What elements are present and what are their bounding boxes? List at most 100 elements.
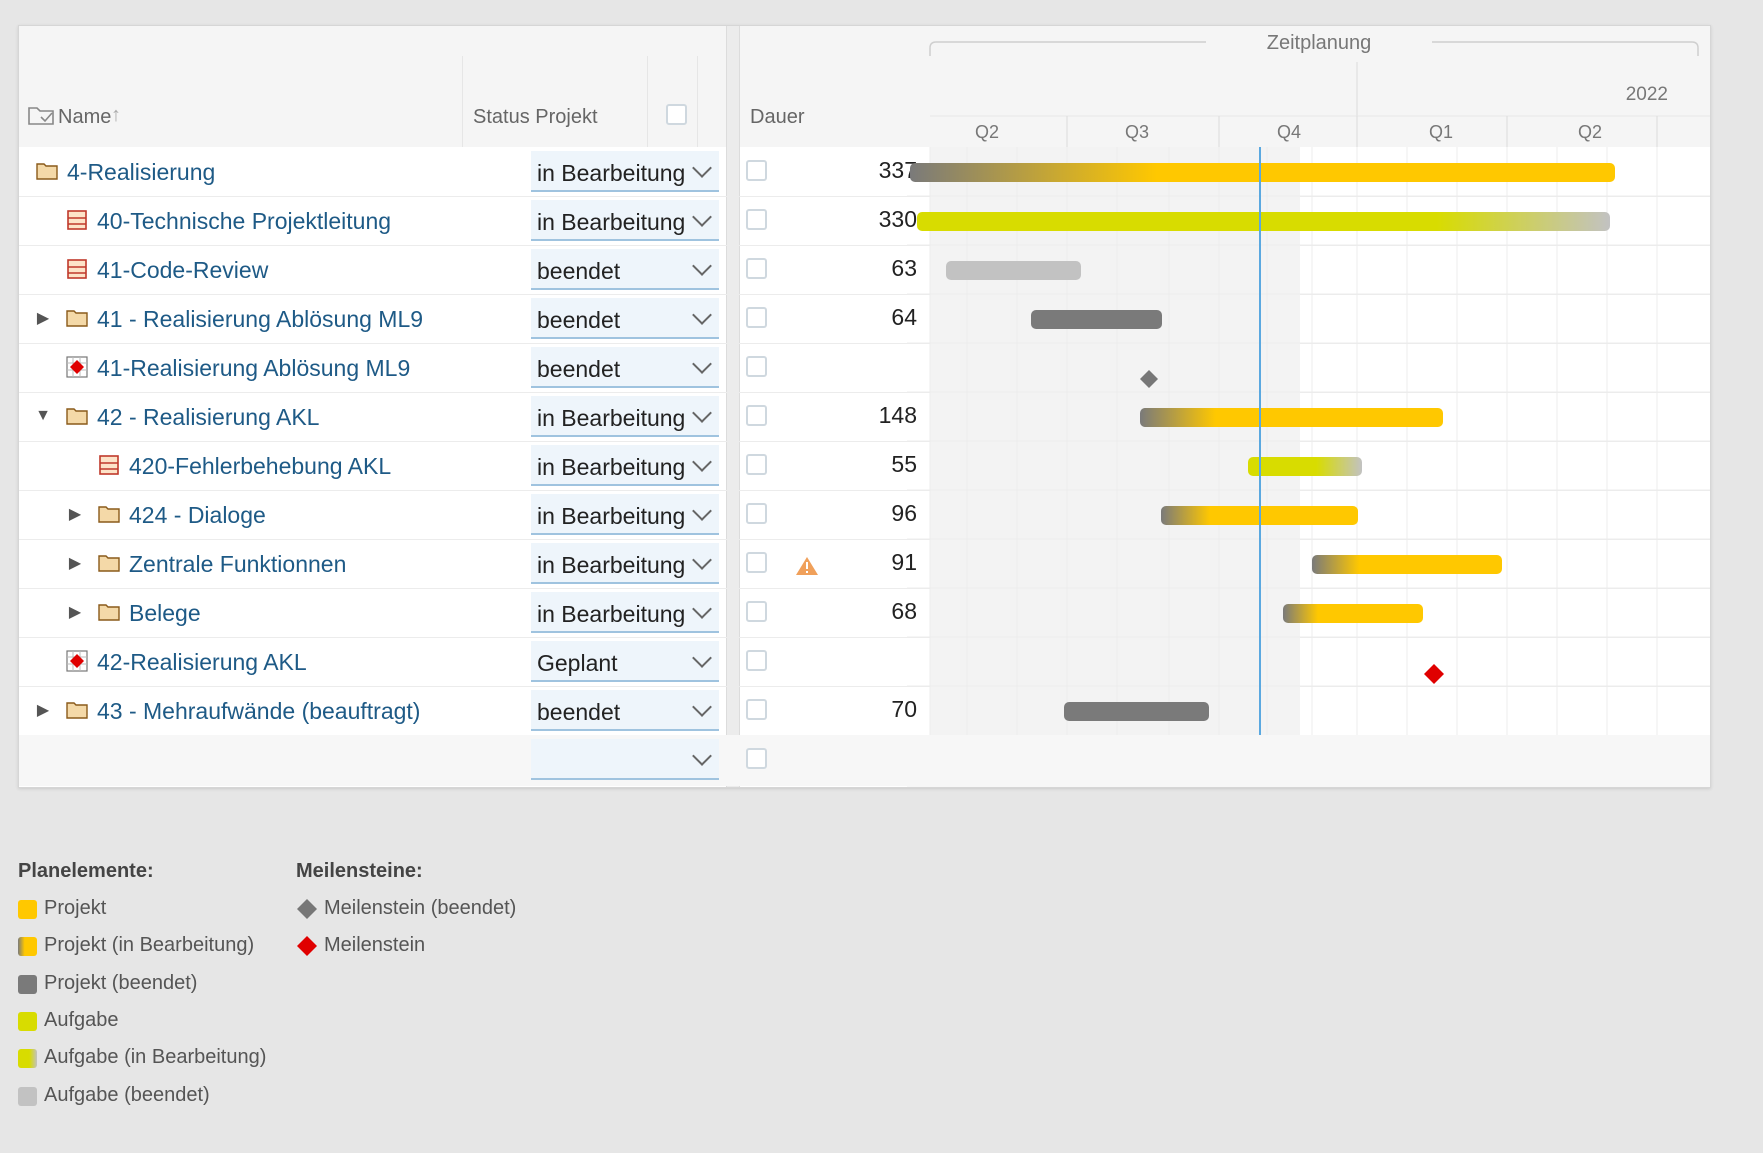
legend-item: Projekt	[44, 897, 107, 919]
row-name-link[interactable]: 42-Realisierung AKL	[97, 649, 307, 675]
row-checkbox[interactable]	[746, 307, 767, 328]
gantt-bar-43-mehraufwaende	[1064, 702, 1209, 721]
row-name-link[interactable]: 43 - Mehraufwände (beauftragt)	[97, 698, 421, 724]
row-name-link[interactable]: 41 - Realisierung Ablösung ML9	[97, 306, 424, 332]
status-dropdown[interactable]: in Bearbeitung	[531, 592, 719, 633]
status-dropdown[interactable]: in Bearbeitung	[531, 396, 719, 437]
row-name-link[interactable]: 424 - Dialoge	[129, 502, 266, 528]
table-row[interactable]: 420-Fehlerbehebung AKL in Bearbeitung 55	[19, 441, 1710, 491]
row-name-link[interactable]: 41-Realisierung Ablösung ML9	[97, 355, 411, 381]
row-name-link[interactable]: Belege	[129, 600, 201, 626]
gantt-bar-zentrale-funktionnen	[1312, 555, 1502, 574]
table-row[interactable]: ▶ Zentrale Funktionnen in Bearbeitung 91	[19, 539, 1710, 589]
timeline-bracket-right	[1432, 41, 1699, 56]
task-icon	[99, 455, 119, 475]
row-name-link[interactable]: 41-Code-Review	[97, 257, 269, 283]
project-folder-icon	[98, 604, 120, 621]
status-dropdown[interactable]: beendet	[531, 298, 719, 339]
table-row[interactable]: 40-Technische Projektleitung in Bearbeit…	[19, 196, 1710, 246]
collapse-arrow-icon[interactable]: ▼	[35, 407, 51, 424]
column-header-duration[interactable]: Dauer	[750, 106, 805, 128]
row-checkbox[interactable]	[746, 258, 767, 279]
expand-arrow-icon[interactable]: ▶	[36, 702, 50, 719]
milestone-marker	[1424, 664, 1444, 684]
status-dropdown[interactable]: in Bearbeitung	[531, 151, 719, 192]
table-row[interactable]: 42-Realisierung AKL Geplant	[19, 637, 1710, 687]
status-dropdown[interactable]: beendet	[531, 690, 719, 731]
row-checkbox[interactable]	[746, 748, 767, 769]
status-dropdown[interactable]: in Bearbeitung	[531, 494, 719, 535]
duration-value: 68	[891, 598, 917, 624]
status-dropdown[interactable]: beendet	[531, 249, 719, 290]
grid-splitter[interactable]	[726, 26, 740, 787]
chevron-down-icon	[692, 746, 712, 766]
table-row[interactable]: 4-Realisierung in Bearbeitung 337	[19, 147, 1710, 197]
timeline-bracket-left	[929, 41, 1206, 56]
table-row[interactable]: ▶ 424 - Dialoge in Bearbeitung 96	[19, 490, 1710, 540]
header-divider	[647, 56, 648, 147]
sort-asc-icon[interactable]: ↑	[111, 104, 121, 126]
gantt-bar-4-realisierung	[910, 163, 1615, 182]
task-icon	[67, 259, 87, 279]
table-row[interactable]: ▼ 42 - Realisierung AKL in Bearbeitung 1…	[19, 392, 1710, 442]
warning-icon[interactable]	[795, 556, 819, 576]
gantt-bar-41-realisierung-abloesung	[1031, 310, 1162, 329]
select-all-checkbox[interactable]	[666, 104, 687, 125]
row-checkbox[interactable]	[746, 503, 767, 524]
quarter-label: Q3	[1125, 122, 1149, 142]
duration-value: 148	[878, 402, 917, 428]
chevron-down-icon	[692, 403, 712, 423]
row-checkbox[interactable]	[746, 160, 767, 181]
expand-arrow-icon[interactable]: ▶	[68, 555, 82, 572]
row-name-link[interactable]: 420-Fehlerbehebung AKL	[129, 453, 392, 479]
gantt-bar-40-technische-projektleitung	[917, 212, 1610, 231]
legend-item: Meilenstein (beendet)	[324, 897, 517, 919]
status-dropdown[interactable]: beendet	[531, 347, 719, 388]
row-name-link[interactable]: Zentrale Funktionnen	[129, 551, 347, 577]
duration-value: 96	[891, 500, 917, 526]
row-checkbox[interactable]	[746, 209, 767, 230]
status-dropdown[interactable]	[531, 739, 719, 780]
row-checkbox[interactable]	[746, 552, 767, 573]
row-checkbox[interactable]	[746, 454, 767, 475]
row-name-link[interactable]: 4-Realisierung	[67, 159, 216, 185]
column-header-name[interactable]: Name	[58, 106, 112, 128]
legend-item: Aufgabe (beendet)	[44, 1084, 210, 1106]
legend-item: Projekt (in Bearbeitung)	[44, 934, 255, 956]
table-row[interactable]: ▶ 43 - Mehraufwände (beauftragt) beendet…	[19, 686, 1710, 736]
expand-arrow-icon[interactable]: ▶	[36, 310, 50, 327]
header-divider	[697, 56, 698, 147]
row-checkbox[interactable]	[746, 356, 767, 377]
table-row[interactable]: ▶ 41 - Realisierung Ablösung ML9 beendet…	[19, 294, 1710, 344]
status-dropdown[interactable]: in Bearbeitung	[531, 543, 719, 584]
table-row[interactable]: ▶ Belege in Bearbeitung 68	[19, 588, 1710, 638]
status-dropdown[interactable]: in Bearbeitung	[531, 445, 719, 486]
row-checkbox[interactable]	[746, 699, 767, 720]
expand-arrow-icon[interactable]: ▶	[68, 604, 82, 621]
chevron-down-icon	[692, 207, 712, 227]
status-dropdown[interactable]: in Bearbeitung	[531, 200, 719, 241]
table-row[interactable]: 41-Realisierung Ablösung ML9 beendet	[19, 343, 1710, 393]
gantt-bar-420-fehlerbehebung	[1248, 457, 1362, 476]
row-checkbox[interactable]	[746, 405, 767, 426]
row-checkbox[interactable]	[746, 650, 767, 671]
row-checkbox[interactable]	[746, 601, 767, 622]
duration-value: 63	[891, 255, 917, 281]
gantt-bar-belege	[1283, 604, 1423, 623]
row-name-link[interactable]: 40-Technische Projektleitung	[97, 208, 392, 234]
legend-swatch-project-in-progress	[18, 937, 37, 956]
legend-swatch-project-done	[18, 975, 37, 994]
duration-value	[831, 343, 917, 392]
folder-filter-icon[interactable]	[27, 104, 55, 126]
chevron-down-icon	[692, 697, 712, 717]
project-folder-icon	[66, 702, 88, 719]
timeline-header-bg	[907, 26, 1710, 147]
column-header-status[interactable]: Status Projekt	[473, 106, 598, 128]
chevron-down-icon	[692, 354, 712, 374]
table-row[interactable]: 41-Code-Review beendet 63	[19, 245, 1710, 295]
legend-milestone-done-icon	[297, 899, 317, 919]
row-name-link[interactable]: 42 - Realisierung AKL	[97, 404, 320, 430]
expand-arrow-icon[interactable]: ▶	[68, 506, 82, 523]
gantt-footer	[907, 735, 1710, 787]
status-dropdown[interactable]: Geplant	[531, 641, 719, 682]
